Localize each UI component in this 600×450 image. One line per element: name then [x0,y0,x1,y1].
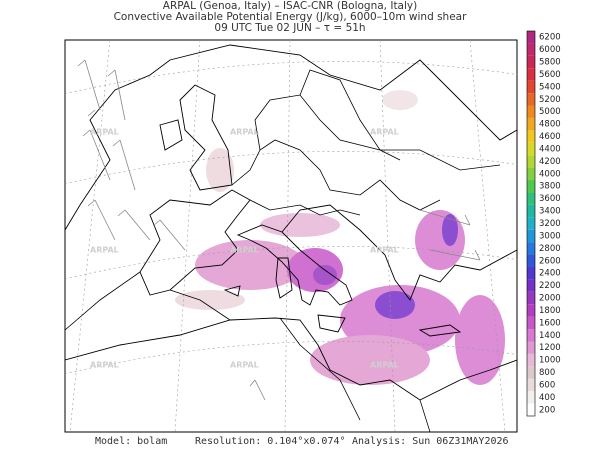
colorbar-label: 1600 [539,318,561,328]
colorbar-label: 800 [539,368,555,378]
colorbar-swatch [527,80,535,94]
colorbar-label: 1000 [539,356,561,366]
colorbar-swatch [527,279,535,292]
header-line: 09 UTC Tue 02 JUN – τ = 51h [214,22,365,34]
colorbar-swatch [527,93,535,106]
watermark: ARPAL [90,246,119,255]
graticule [65,40,517,432]
colorbar-label: 3800 [539,182,561,192]
colorbar-swatch [527,242,535,255]
colorbar: 200 400 600 800 1000 1200 1400 1600 1800 2000 2200… [526,30,561,417]
colorbar-label: 4600 [539,132,561,142]
borders [65,69,501,432]
colorbar-label: 4400 [539,144,561,154]
colorbar-swatch [527,341,535,354]
watermark: ARPAL [230,128,259,137]
colorbar-swatch [527,180,535,193]
colorbar-swatch [527,105,535,118]
colorbar-swatch [527,55,535,69]
colorbar-frame [526,30,536,417]
colorbar-swatch [527,229,535,243]
colorbar-label: 2200 [539,281,561,291]
colorbar-swatch [527,366,535,379]
colorbar-label: 4800 [539,120,561,130]
colorbar-swatch [527,204,535,218]
colorbar-label: 2600 [539,256,561,266]
colorbar-swatch [527,217,535,230]
colorbar-label: 5000 [539,107,561,117]
colorbar-swatch [527,391,535,404]
footer-resolution: Resolution: 0.104°x0.074° [195,436,346,447]
colorbar-swatch [527,130,535,143]
colorbar-swatch [527,167,535,181]
colorbar-swatch [527,68,535,81]
cape-field [175,90,505,385]
coastlines [65,44,517,401]
colorbar-swatch [527,378,535,392]
watermark: ARPAL [370,128,399,137]
colorbar-swatch [527,155,535,168]
header-line: ARPAL (Genoa, Italy) – ISAC-CNR (Bologna… [163,0,417,12]
watermark: ARPAL [370,361,399,370]
colorbar-swatch [527,31,535,44]
colorbar-label: 3000 [539,231,561,241]
colorbar-label: 2000 [539,294,561,304]
watermark: ARPAL [90,361,119,370]
colorbar-label: 5400 [539,82,561,92]
colorbar-swatch [527,304,535,317]
colorbar-swatch [527,43,535,56]
colorbar-swatch [527,316,535,330]
map: ARPAL ARPAL ARPAL ARPAL ARPAL ARPAL ARPA… [64,39,518,433]
colorbar-label: 200 [539,405,555,415]
header-line: Convective Available Potential Energy (J… [114,11,468,23]
footer-analysis: Analysis: Sun 06Z31MAY2026 [352,436,509,447]
colorbar-label: 600 [539,380,555,390]
colorbar-swatch [527,291,535,305]
colorbar-label: 3400 [539,207,561,217]
colorbar-swatch [527,254,535,267]
colorbar-label: 1200 [539,343,561,353]
watermarks: ARPAL ARPAL ARPAL ARPAL ARPAL ARPAL ARPA… [90,128,399,370]
colorbar-label: 1400 [539,331,561,341]
colorbar-label: 4000 [539,169,561,179]
colorbar-label: 5200 [539,95,561,105]
colorbar-label: 2400 [539,269,561,279]
colorbar-swatch [527,403,535,416]
colorbar-swatch [527,329,535,342]
watermark: ARPAL [230,246,259,255]
colorbar-swatch [527,192,535,205]
watermark: ARPAL [230,361,259,370]
colorbar-label: 5800 [539,58,561,68]
colorbar-swatch [527,353,535,367]
watermark: ARPAL [90,128,119,137]
colorbar-label: 2800 [539,244,561,254]
colorbar-label: 3600 [539,194,561,204]
colorbar-label: 6200 [539,33,561,43]
colorbar-label: 3200 [539,219,561,229]
colorbar-label: 400 [539,393,555,403]
colorbar-swatch [527,117,535,131]
footer-model: Model: bolam [95,436,167,447]
colorbar-label: 5600 [539,70,561,80]
colorbar-label: 6000 [539,45,561,55]
colorbar-label: 4200 [539,157,561,167]
wind-barbs [77,59,481,401]
colorbar-swatch [527,142,535,156]
colorbar-label: 1800 [539,306,561,316]
colorbar-swatch [527,266,535,280]
watermark: ARPAL [370,246,399,255]
